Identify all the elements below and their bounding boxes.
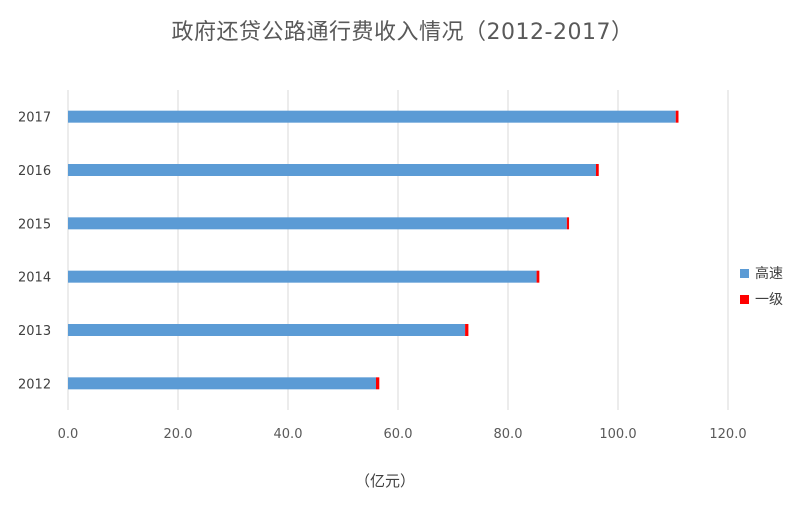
bar-highway-2015 [68, 217, 567, 230]
x-tick-label: 100.0 [599, 427, 636, 442]
bar-highway-2014 [68, 270, 537, 283]
legend: 高速 一级 [740, 260, 783, 312]
gridlines [67, 90, 729, 410]
bars [68, 110, 679, 390]
y-category-label: 2012 [18, 377, 51, 392]
bar-first-class-2012 [376, 377, 380, 390]
x-tick-label: 40.0 [274, 427, 303, 442]
legend-swatch-first-class [740, 294, 749, 304]
y-category-label: 2014 [18, 271, 51, 286]
y-category-label: 2015 [18, 217, 51, 232]
bar-highway-2017 [68, 110, 676, 123]
legend-item-first-class: 一级 [740, 286, 783, 312]
x-axis-label: （亿元） [354, 472, 415, 490]
x-tick-label: 120.0 [709, 427, 746, 442]
bar-highway-2016 [68, 164, 596, 176]
x-tick-label: 60.0 [384, 427, 413, 442]
x-tick-labels: 0.0 20.0 40.0 60.0 80.0 100.0 120.0 [58, 427, 747, 442]
y-category-label: 2013 [18, 324, 51, 339]
legend-label-highway: 高速 [755, 266, 783, 282]
chart-title: 政府还贷公路通行费收入情况（2012-2017） [171, 20, 634, 45]
y-category-label: 2016 [18, 164, 51, 179]
x-tick-label: 0.0 [58, 427, 79, 442]
bar-highway-2013 [68, 324, 466, 336]
x-tick-label: 20.0 [164, 427, 193, 442]
legend-swatch-highway [740, 268, 749, 278]
bar-first-class-2014 [536, 270, 540, 283]
y-category-label: 2017 [18, 111, 51, 126]
bar-first-class-2013 [465, 324, 469, 336]
y-category-labels: 2012 2013 2014 2015 2016 2017 [18, 111, 51, 393]
bar-first-class-2017 [675, 110, 679, 123]
bar-highway-2012 [68, 377, 376, 390]
x-tick-label: 80.0 [494, 427, 523, 442]
legend-label-first-class: 一级 [755, 292, 783, 308]
bar-first-class-2015 [566, 217, 570, 230]
bar-first-class-2016 [596, 164, 599, 176]
legend-item-highway: 高速 [740, 260, 783, 286]
